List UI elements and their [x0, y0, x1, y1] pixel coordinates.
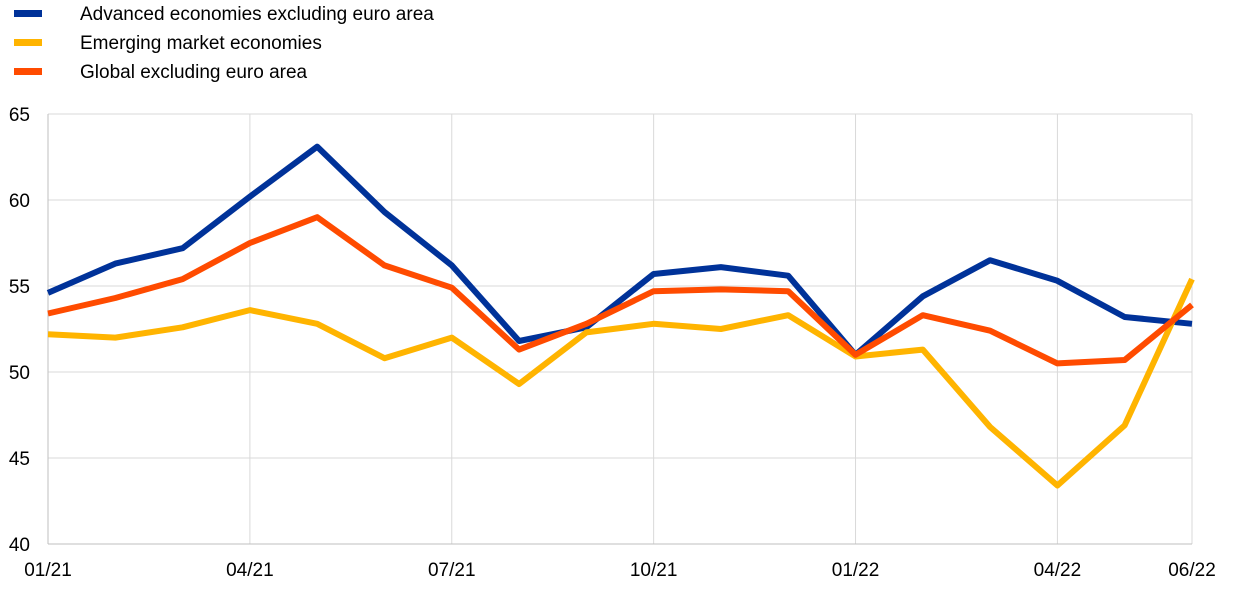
legend-swatch-global-excluding-euro-area	[14, 68, 42, 75]
x-tick-label: 04/21	[226, 560, 274, 581]
legend-label-advanced-economies-excluding-euro-area: Advanced economies excluding euro area	[80, 4, 434, 25]
series-line-global-excluding-euro-area	[47, 214, 1194, 367]
series-line-emerging-market-economies	[47, 277, 1195, 489]
x-tick-label: 06/22	[1168, 560, 1216, 581]
x-tick-label: 07/21	[428, 560, 476, 581]
x-tick-label: 01/21	[24, 560, 72, 581]
y-tick-label: 65	[9, 105, 30, 126]
x-tick-label: 10/21	[630, 560, 678, 581]
legend-label-emerging-market-economies: Emerging market economies	[80, 33, 322, 54]
legend-swatch-advanced-economies-excluding-euro-area	[14, 10, 42, 17]
grid	[48, 113, 1193, 544]
legend-label-global-excluding-euro-area: Global excluding euro area	[80, 62, 308, 83]
y-tick-label: 60	[9, 191, 30, 212]
axes: 40 45 50 55 60 65 01/21 04/21 07/21 10/21 01/22 04/…	[9, 105, 1216, 581]
series-line-advanced-economies-excluding-euro-area	[46, 143, 1193, 358]
legend-swatch-emerging-market-economies	[14, 39, 42, 46]
x-tick-label: 01/22	[832, 560, 880, 581]
legend: Advanced economies excluding euro area Em…	[14, 4, 434, 83]
y-tick-label: 55	[9, 277, 30, 298]
y-tick-label: 40	[9, 535, 30, 556]
x-tick-label: 04/22	[1034, 560, 1082, 581]
y-tick-label: 45	[9, 449, 30, 470]
y-tick-label: 50	[9, 363, 30, 384]
series-lines	[46, 143, 1195, 489]
